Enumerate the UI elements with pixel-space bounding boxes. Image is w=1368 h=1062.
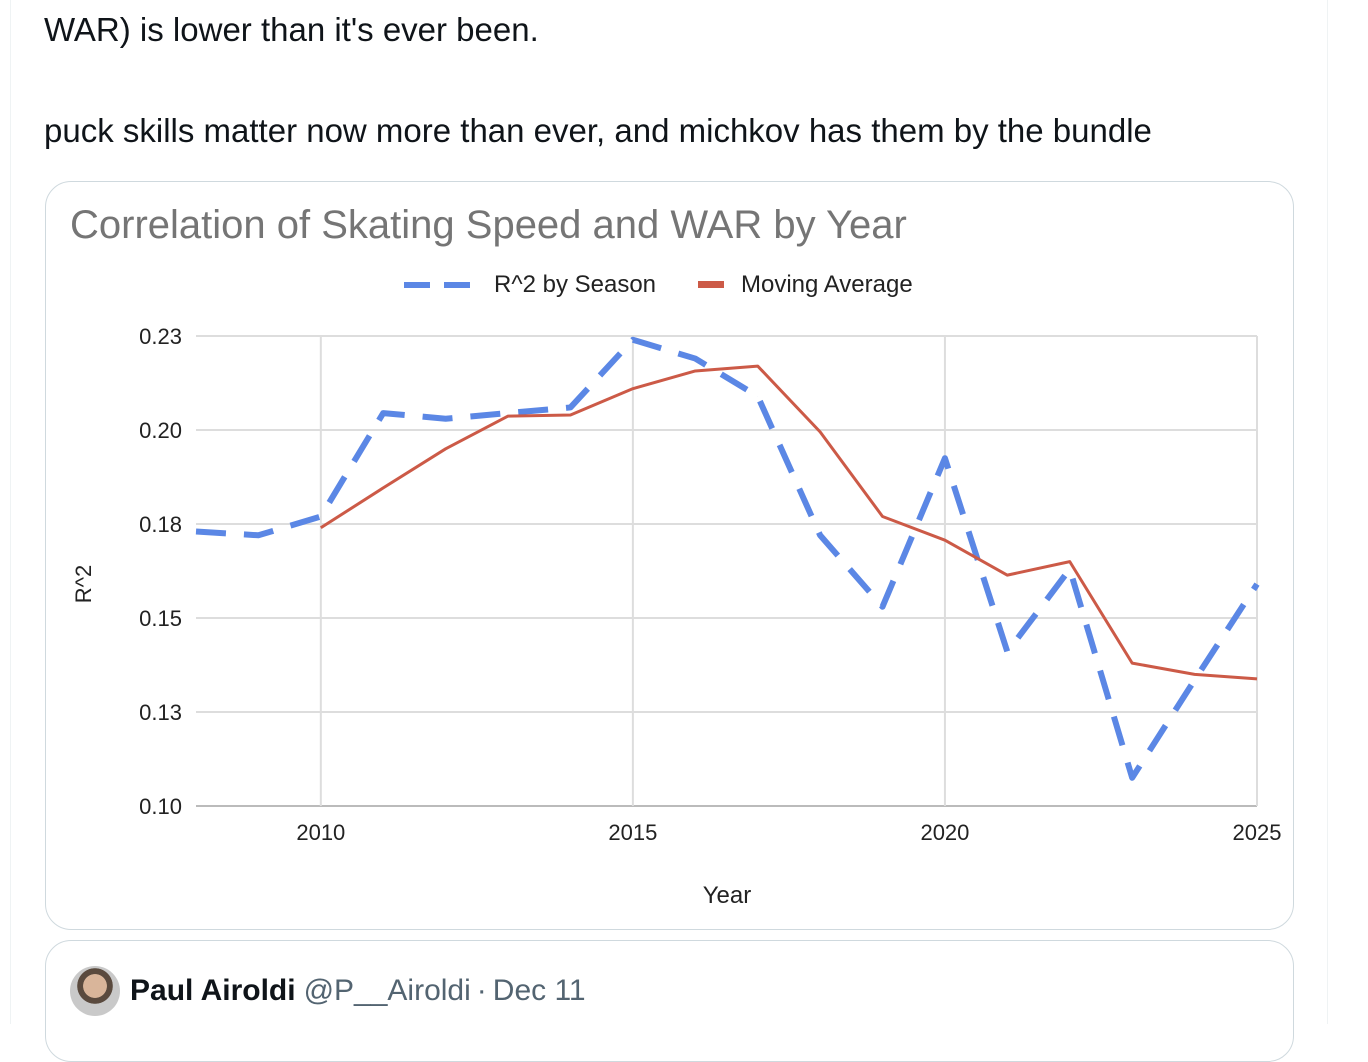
chart-title: Correlation of Skating Speed and WAR by … xyxy=(70,203,907,247)
series-line-moving-average xyxy=(321,366,1257,679)
x-tick-label: 2020 xyxy=(920,820,969,845)
post-date[interactable]: Dec 11 xyxy=(493,974,586,1008)
x-axis-label: Year xyxy=(703,882,752,909)
legend: R^2 by Season Moving Average xyxy=(404,271,913,298)
x-tick-label: 2025 xyxy=(1233,820,1282,845)
legend-swatch-moving-average xyxy=(698,281,724,288)
y-axis-label: R^2 xyxy=(71,565,96,603)
quoted-tweet-header: Paul Airoldi @P__Airoldi · Dec 11 xyxy=(70,966,586,1016)
x-tick-label: 2015 xyxy=(608,820,657,845)
x-tick-label: 2010 xyxy=(296,820,345,845)
avatar[interactable] xyxy=(70,966,120,1016)
y-tick-label: 0.15 xyxy=(139,606,182,631)
author-name[interactable]: Paul Airoldi xyxy=(130,974,296,1008)
y-tick-label: 0.20 xyxy=(139,418,182,443)
chart: Correlation of Skating Speed and WAR by … xyxy=(0,0,1368,1024)
author-handle[interactable]: @P__Airoldi xyxy=(304,974,471,1008)
legend-label-moving-average: Moving Average xyxy=(741,271,913,298)
separator-dot: · xyxy=(477,974,487,1008)
y-tick-label: 0.23 xyxy=(139,324,182,349)
y-tick-label: 0.13 xyxy=(139,700,182,725)
y-tick-label: 0.10 xyxy=(139,794,182,819)
y-tick-label: 0.18 xyxy=(139,512,182,537)
legend-label-r2: R^2 by Season xyxy=(494,271,656,298)
